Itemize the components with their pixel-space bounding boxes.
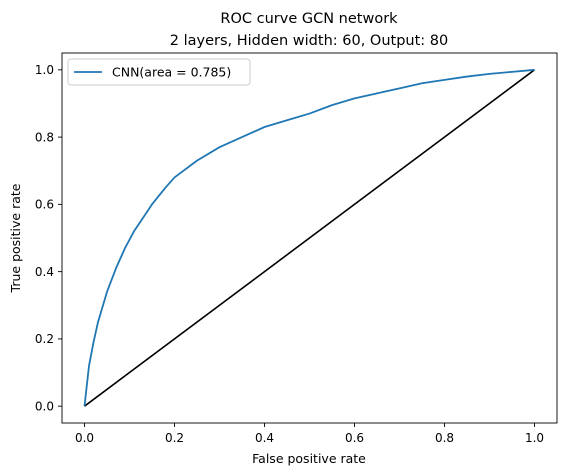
y-tick-label: 0.6 [35, 198, 54, 212]
x-tick-label: 0.8 [435, 431, 454, 445]
x-tick-label: 0.0 [75, 431, 94, 445]
x-tick-label: 0.4 [255, 431, 274, 445]
legend: CNN(area = 0.785) [67, 58, 251, 86]
y-tick-label: 0.8 [35, 130, 54, 144]
legend-box [67, 58, 251, 86]
x-axis-label: False positive rate [252, 451, 366, 466]
plot-frame [61, 52, 558, 424]
legend-label-cnn: CNN(area = 0.785) [112, 65, 231, 80]
series-line-cnn-roc [83, 68, 535, 407]
chart-title-line1: ROC curve GCN network [220, 11, 398, 27]
x-tick-label: 0.2 [165, 431, 184, 445]
x-tick-label: 1.0 [525, 431, 544, 445]
series-line-diagonal-reference [84, 69, 535, 407]
y-tick-label: 0.2 [35, 332, 54, 346]
y-axis-label: True positive rate [8, 183, 23, 293]
x-tick-label: 0.6 [345, 431, 364, 445]
series-layer [83, 68, 535, 407]
y-tick-label: 0.4 [35, 265, 54, 279]
y-tick-label: 1.0 [35, 63, 54, 77]
axis-ticks: 0.0 0.2 0.4 0.6 0.8 1.0 0.0 0.2 0.4 0.6 0.8 1.0 [35, 63, 544, 445]
y-tick-label: 0.0 [35, 399, 54, 413]
chart-title-line2: 2 layers, Hidden width: 60, Output: 80 [170, 33, 449, 49]
